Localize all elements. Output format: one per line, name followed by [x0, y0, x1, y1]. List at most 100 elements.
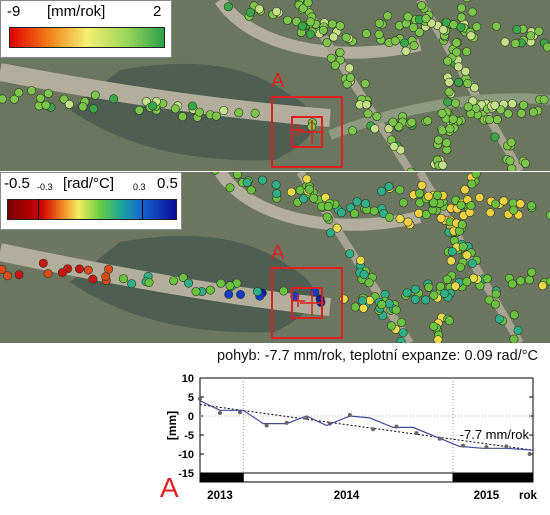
ps-point: [445, 124, 455, 134]
ps-point: [41, 100, 51, 110]
ps-point: [279, 286, 289, 296]
data-point: [264, 423, 269, 428]
ps-point: [509, 310, 519, 320]
ps-point: [442, 138, 452, 148]
ps-point: [491, 21, 501, 31]
y-tick-label: 5: [188, 392, 194, 404]
ps-point: [187, 101, 197, 111]
data-point: [198, 396, 202, 401]
ps-point: [374, 29, 384, 39]
ps-point: [35, 93, 45, 103]
ps-point: [90, 90, 100, 100]
ps-point: [78, 102, 88, 112]
ps-point: [467, 258, 477, 268]
ps-point: [546, 210, 550, 220]
ps-point: [254, 4, 264, 14]
ps-point: [250, 108, 260, 118]
ps-point: [297, 21, 307, 31]
ps-point: [424, 282, 434, 292]
ps-point: [484, 295, 494, 305]
ps-point: [395, 185, 405, 195]
ps-point: [398, 328, 408, 338]
ps-point: [364, 278, 374, 288]
data-point: [217, 410, 222, 415]
ps-point: [119, 274, 129, 284]
ps-point: [436, 213, 446, 223]
ps-point: [402, 288, 412, 298]
y-tick-label: -5: [184, 430, 194, 442]
ps-point: [516, 276, 526, 286]
ps-point: [415, 188, 425, 198]
ps-point: [456, 12, 466, 22]
ps-point: [359, 270, 369, 280]
ps-point: [433, 335, 443, 343]
ps-point: [299, 194, 309, 204]
ps-point: [462, 277, 472, 287]
ps-point: [384, 124, 394, 134]
ps-point: [272, 7, 282, 16]
data-point: [394, 424, 399, 429]
ps-point: [341, 32, 351, 42]
ps-point: [491, 289, 501, 299]
ps-point: [396, 317, 406, 327]
ps-point: [329, 32, 339, 42]
ps-point: [358, 303, 368, 313]
ps-point: [326, 228, 336, 238]
ps-point: [234, 108, 244, 118]
ps-point: [389, 142, 399, 152]
ps-point: [463, 0, 471, 3]
ps-point: [437, 126, 447, 136]
ps-point: [429, 290, 439, 300]
ps-point: [362, 100, 372, 110]
ps-point: [350, 209, 360, 219]
ps-point: [104, 264, 114, 274]
colorbar-tick: [142, 199, 143, 220]
ps-point: [225, 281, 235, 291]
ps-point: [423, 116, 433, 126]
ps-point: [444, 87, 454, 97]
ps-point: [369, 206, 379, 216]
ps-point: [335, 21, 345, 31]
ps-point: [448, 114, 458, 124]
ps-point: [407, 117, 417, 127]
ps-point: [450, 98, 460, 108]
ps-point: [245, 7, 255, 17]
ps-point: [446, 256, 456, 266]
ps-point: [441, 17, 451, 27]
ps-point: [509, 205, 519, 215]
ps-point: [460, 185, 470, 195]
ps-point: [360, 199, 370, 209]
ps-point: [453, 62, 463, 72]
ps-point: [134, 105, 144, 115]
ps-point: [305, 29, 315, 39]
ps-point: [455, 262, 465, 272]
ps-point: [383, 11, 393, 21]
ps-point: [396, 337, 406, 343]
y-tick-label: 0: [188, 411, 194, 423]
ps-point: [458, 242, 468, 252]
ps-point: [397, 342, 403, 343]
ps-point: [303, 0, 313, 8]
ps-point: [403, 217, 413, 227]
ps-point: [444, 316, 454, 326]
ps-point: [242, 177, 252, 187]
ps-point: [295, 185, 305, 195]
ps-point: [513, 325, 523, 335]
plot-area: [199, 377, 534, 474]
ps-point: [309, 193, 319, 203]
ps-point: [450, 281, 460, 291]
velocity-colorbar: [9, 27, 165, 48]
ps-point: [298, 3, 308, 13]
x-tick-label: 2015: [474, 490, 500, 502]
time-bar-segment: [242, 472, 454, 483]
ps-point: [83, 265, 93, 275]
ps-point: [492, 115, 502, 125]
legend-max-label: 2: [153, 3, 162, 20]
data-point: [504, 444, 509, 449]
data-point: [527, 452, 532, 456]
ps-point: [43, 88, 53, 98]
ps-point: [216, 278, 226, 288]
ps-point: [223, 2, 233, 12]
legend-tick-label: -0.3: [37, 182, 53, 192]
ps-point: [326, 53, 336, 63]
